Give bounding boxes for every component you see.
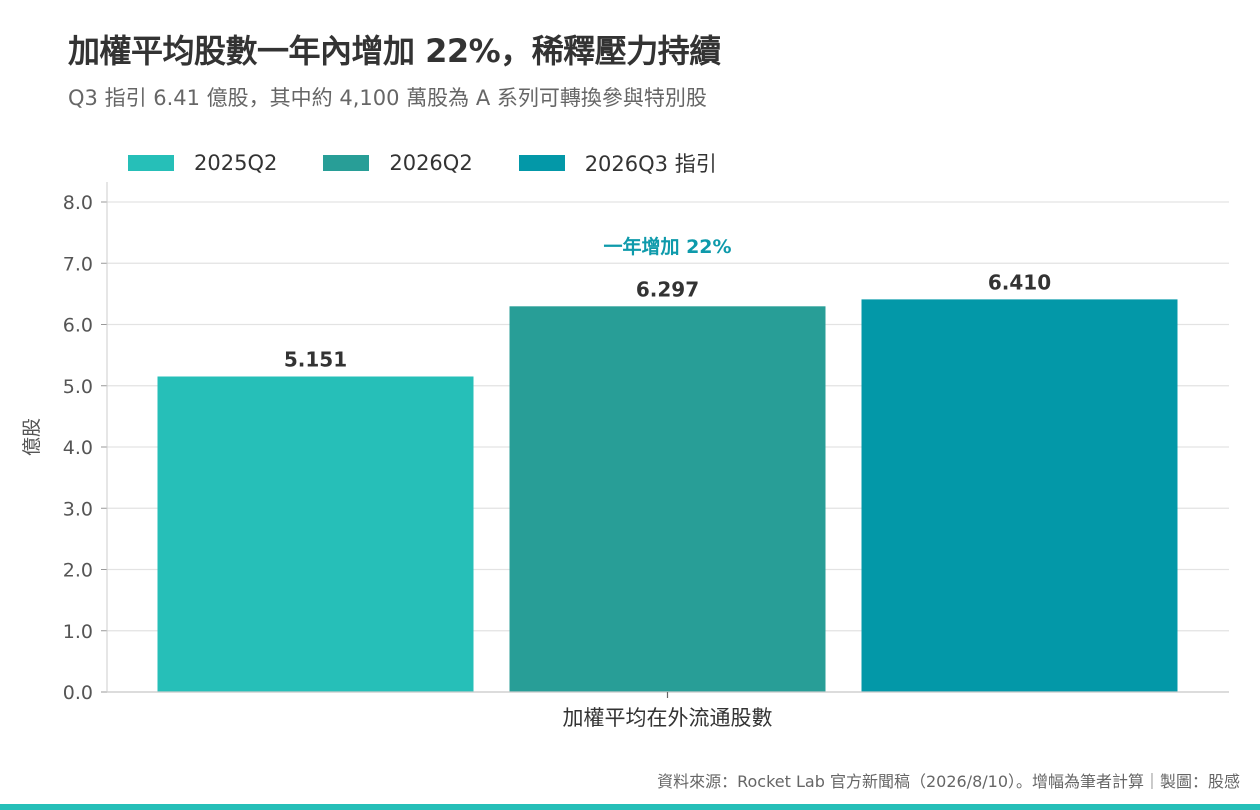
bar — [509, 306, 826, 692]
legend-item-2026q3-guidance: 2026Q3 指引 — [518, 148, 717, 178]
bar — [861, 299, 1178, 692]
y-tick-label: 1.0 — [63, 621, 93, 643]
growth-annotation: 一年增加 22% — [603, 235, 731, 258]
y-tick-label: 6.0 — [63, 315, 93, 337]
data-label: 6.297 — [636, 277, 699, 301]
data-label: 5.151 — [284, 348, 347, 372]
chart-subtitle: Q3 指引 6.41 億股，其中約 4,100 萬股為 A 系列可轉換參與特別股 — [68, 86, 707, 110]
source-note: 資料來源：Rocket Lab 官方新聞稿（2026/8/10）。增幅為筆者計算… — [657, 772, 1240, 791]
chart-title: 加權平均股數一年內增加 22%，稀釋壓力持續 — [68, 32, 721, 70]
legend-label: 2026Q2 — [389, 151, 473, 175]
y-tick-label: 0.0 — [63, 682, 93, 704]
legend-item-2026q2: 2026Q2 — [323, 151, 473, 175]
legend-item-2025q2: 2025Q2 — [128, 151, 277, 175]
y-tick-label: 3.0 — [63, 498, 93, 520]
legend-swatch — [518, 155, 565, 171]
bar — [157, 376, 474, 692]
bottom-accent-bar — [0, 804, 1260, 810]
legend-swatch — [323, 155, 370, 171]
y-tick-label: 4.0 — [63, 437, 93, 459]
y-tick-label: 2.0 — [63, 560, 93, 582]
data-label: 6.410 — [988, 270, 1051, 294]
y-tick-label: 8.0 — [63, 192, 93, 214]
legend-label: 2026Q3 指引 — [584, 152, 717, 176]
x-category-label: 加權平均在外流通股數 — [563, 706, 773, 730]
y-tick-label: 5.0 — [63, 376, 93, 398]
y-tick-label: 7.0 — [63, 253, 93, 275]
legend-swatch — [128, 155, 174, 171]
y-axis-title: 億股 — [21, 418, 43, 456]
chart-legend: 2025Q2 2026Q2 2026Q3 指引 — [128, 148, 763, 178]
legend-label: 2025Q2 — [194, 151, 278, 175]
